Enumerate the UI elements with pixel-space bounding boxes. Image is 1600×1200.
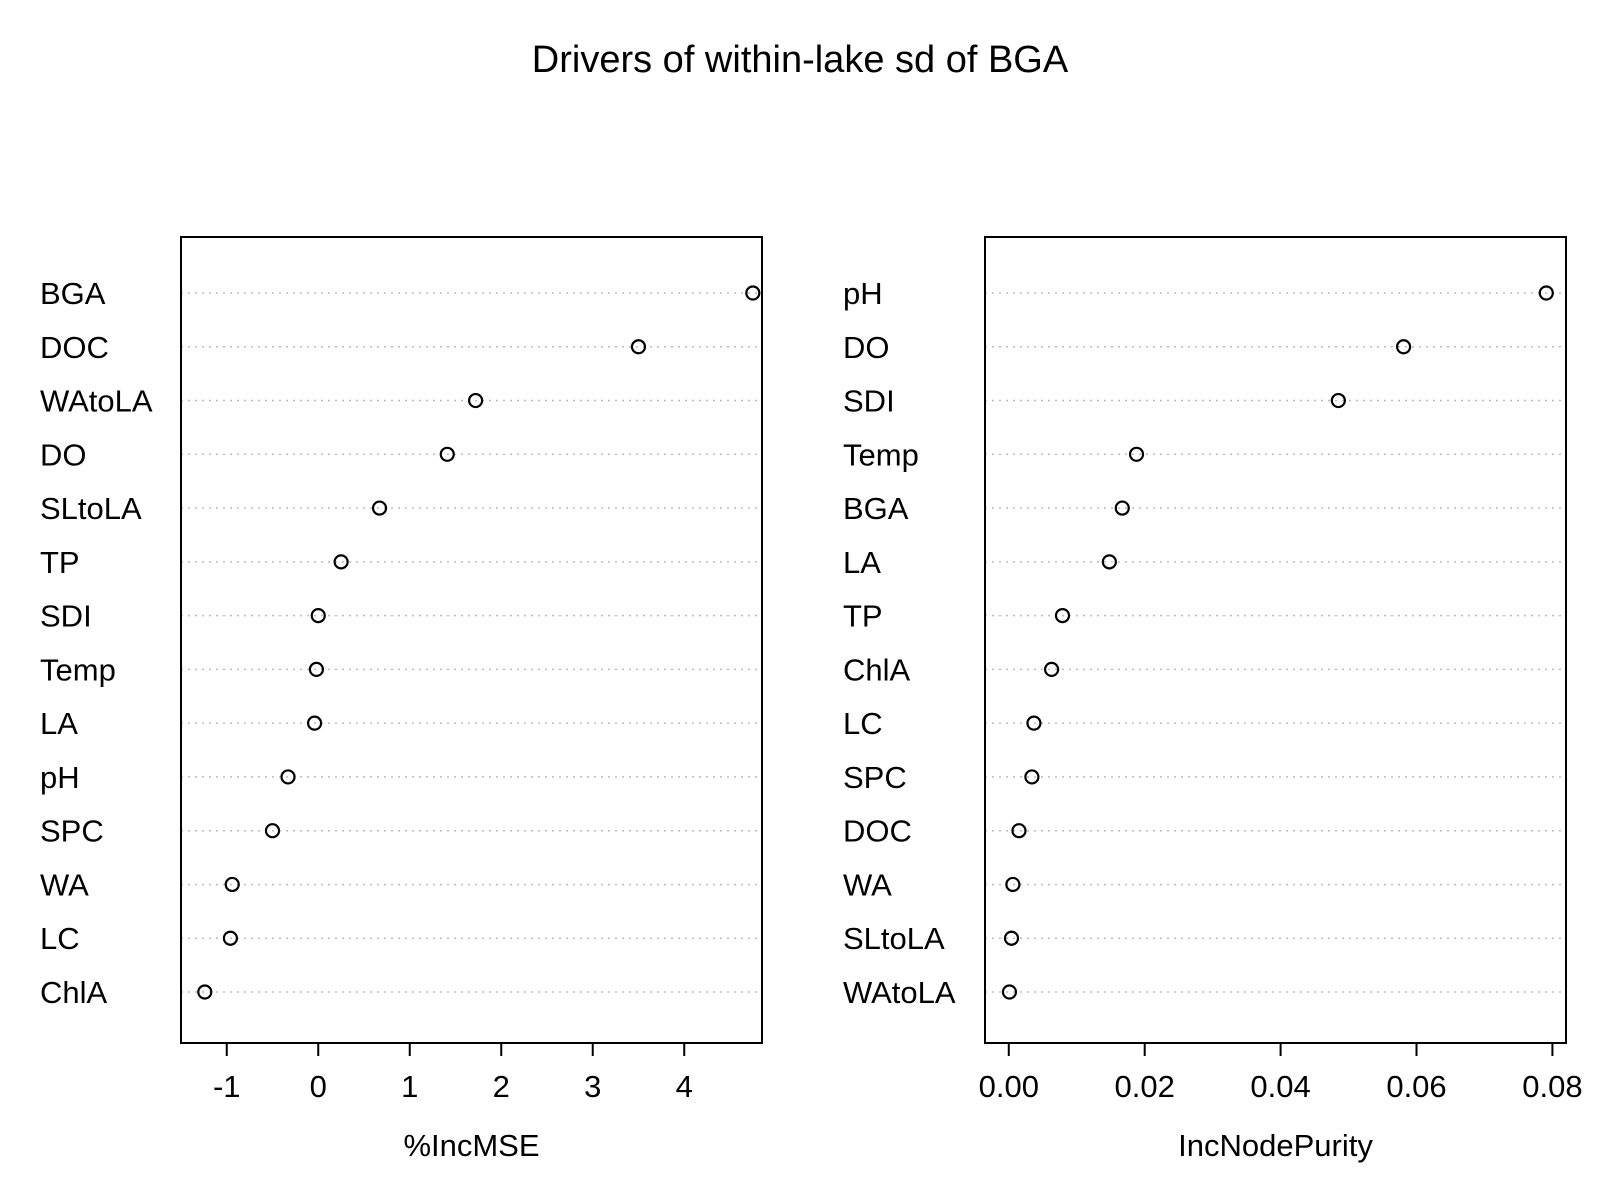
variable-label: DO	[843, 330, 890, 365]
x-tick-label: 1	[401, 1069, 418, 1104]
variable-label: ChlA	[40, 975, 108, 1010]
data-point	[1024, 769, 1040, 785]
variable-label: SLtoLA	[40, 491, 142, 526]
variable-label: LC	[40, 921, 80, 956]
data-point	[1330, 392, 1346, 409]
variable-label: WA	[843, 867, 892, 902]
data-point	[371, 500, 388, 516]
x-tick-label: 0.02	[1115, 1069, 1175, 1104]
variable-label: SDI	[40, 599, 92, 634]
variable-label: LA	[40, 706, 78, 741]
data-point	[1043, 661, 1060, 677]
data-point	[1026, 715, 1042, 731]
variable-label: pH	[40, 760, 80, 795]
x-axis-label: %IncMSE	[403, 1128, 539, 1163]
x-tick-label: 0.06	[1386, 1069, 1446, 1104]
data-point	[1001, 984, 1018, 1000]
variable-label: BGA	[40, 276, 106, 311]
data-point	[439, 446, 455, 462]
data-point	[310, 608, 326, 624]
x-tick-label: 0.08	[1522, 1069, 1582, 1104]
variable-label: DOC	[843, 814, 912, 849]
panel-1: BGA DOC WAtoLA DO SLtoLA TP SDI Temp LA pH SPC WA LC…	[40, 236, 763, 1163]
variable-label: TP	[40, 545, 80, 580]
data-point	[306, 715, 323, 731]
variable-label: SDI	[843, 384, 895, 419]
x-tick-label: 0.00	[979, 1069, 1039, 1104]
variable-label: Temp	[40, 652, 116, 687]
data-point	[264, 823, 281, 839]
variable-label: LC	[843, 706, 883, 741]
data-point	[280, 769, 296, 785]
variable-label: BGA	[843, 491, 909, 526]
x-tick-label: 0	[310, 1069, 327, 1104]
chart-title: Drivers of within-lake sd of BGA	[532, 39, 1069, 81]
variable-label: pH	[843, 276, 883, 311]
variable-label: DOC	[40, 330, 109, 365]
x-tick-label: 0.04	[1250, 1069, 1310, 1104]
data-point	[630, 339, 647, 355]
data-point	[1395, 339, 1412, 355]
data-point	[222, 930, 239, 946]
x-tick-label: -1	[213, 1069, 241, 1104]
data-point	[1538, 285, 1554, 301]
variable-label: WAtoLA	[843, 975, 956, 1010]
x-tick-label: 2	[493, 1069, 510, 1104]
data-point	[308, 661, 325, 677]
x-tick-label: 4	[676, 1069, 693, 1104]
data-point	[468, 392, 484, 409]
x-axis-label: IncNodePurity	[1178, 1128, 1373, 1163]
variable-label: DO	[40, 437, 87, 472]
variable-label: WA	[40, 867, 89, 902]
data-point	[1005, 876, 1021, 893]
x-tick-label: 3	[584, 1069, 601, 1104]
panel-2: pH DO SDI Temp BGA LA TP ChlA LC SPC DOC WA SLtoLA WA…	[843, 236, 1583, 1163]
variable-label: LA	[843, 545, 881, 580]
data-point	[1101, 554, 1117, 570]
variable-label: WAtoLA	[40, 384, 153, 419]
variable-label: SLtoLA	[843, 921, 945, 956]
variable-label: SPC	[40, 814, 104, 849]
plot-frame	[180, 236, 763, 1044]
data-point	[1003, 930, 1020, 946]
data-point	[197, 984, 213, 1000]
variable-label: Temp	[843, 437, 919, 472]
variable-label: ChlA	[843, 652, 911, 687]
data-point	[333, 554, 349, 570]
chart-panels: BGA DOC WAtoLA DO SLtoLA TP SDI Temp LA pH SPC WA LC…	[40, 236, 1583, 1163]
plot-frame	[984, 236, 1567, 1044]
data-point	[1114, 500, 1130, 516]
variable-label: TP	[843, 599, 883, 634]
data-point	[1054, 608, 1071, 624]
variable-label: SPC	[843, 760, 907, 795]
data-point	[745, 285, 761, 301]
data-point	[224, 876, 240, 893]
data-point	[1128, 446, 1145, 462]
data-point	[1011, 823, 1027, 839]
